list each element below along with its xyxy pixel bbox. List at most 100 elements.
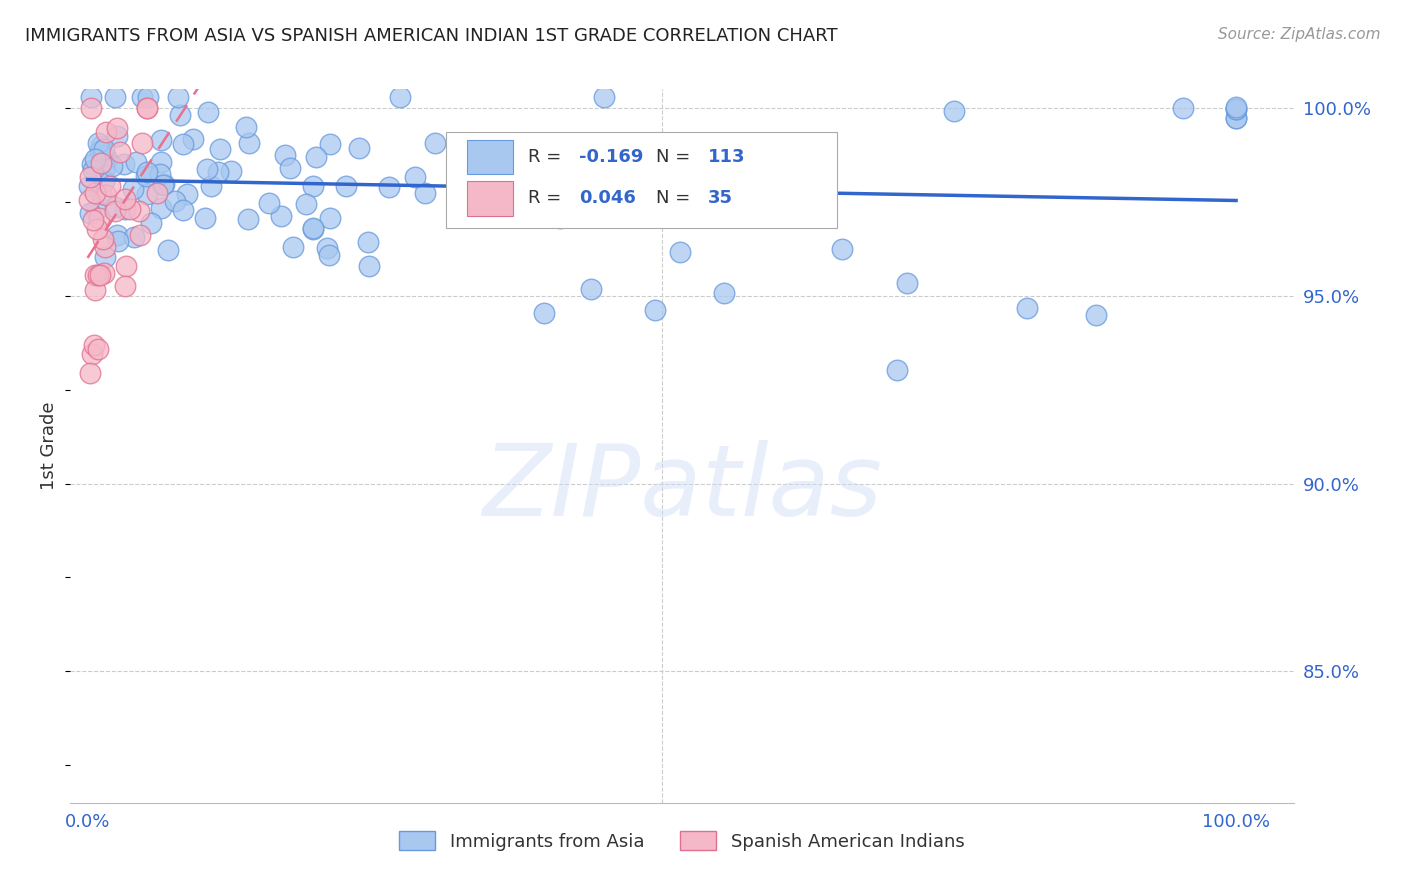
Point <box>79 169 101 184</box>
Point <box>114 279 136 293</box>
Point <box>152 178 174 193</box>
Point <box>93 162 115 177</box>
Point <box>183 132 205 146</box>
Point <box>128 204 150 219</box>
Text: Source: ZipAtlas.com: Source: ZipAtlas.com <box>1218 27 1381 42</box>
Point <box>94 250 117 264</box>
Text: N =: N = <box>657 148 696 166</box>
Point <box>79 367 101 381</box>
Point <box>82 163 104 178</box>
Point <box>135 169 157 183</box>
Point <box>533 306 555 320</box>
Point <box>359 260 381 274</box>
Point <box>1225 102 1247 116</box>
Point <box>166 89 188 103</box>
Point <box>896 277 918 291</box>
Point <box>200 178 222 193</box>
Point <box>172 136 194 151</box>
Point <box>238 136 260 150</box>
Point <box>1225 112 1247 126</box>
Point <box>114 260 136 274</box>
Point <box>136 101 159 115</box>
Point <box>169 108 191 122</box>
Point <box>157 243 180 257</box>
Point <box>149 167 172 181</box>
Point <box>942 103 965 118</box>
Point <box>77 178 100 193</box>
Point <box>145 186 167 200</box>
Point <box>136 89 159 103</box>
Point <box>79 206 101 220</box>
Point <box>302 222 325 236</box>
Point <box>96 152 118 166</box>
Point <box>139 216 162 230</box>
Point <box>357 235 380 249</box>
Point <box>1225 100 1247 114</box>
Point <box>378 180 401 194</box>
Point <box>114 202 136 216</box>
Point <box>209 142 232 156</box>
Point <box>100 159 122 173</box>
Text: 35: 35 <box>707 189 733 207</box>
Point <box>510 139 533 153</box>
Point <box>548 211 571 226</box>
Point <box>82 347 104 361</box>
Point <box>149 133 172 147</box>
Point <box>1017 301 1039 316</box>
Point <box>94 239 117 253</box>
Point <box>105 120 128 135</box>
Point <box>87 268 110 282</box>
Point <box>90 139 112 153</box>
Point <box>89 145 111 159</box>
Point <box>150 201 173 215</box>
Point <box>415 186 437 201</box>
Text: N =: N = <box>657 189 696 207</box>
Point <box>278 161 301 175</box>
Point <box>163 194 186 208</box>
Point <box>794 196 817 211</box>
Point <box>87 211 110 225</box>
Point <box>219 164 242 178</box>
Point <box>555 178 578 192</box>
Point <box>305 150 328 164</box>
Legend: Immigrants from Asia, Spanish American Indians: Immigrants from Asia, Spanish American I… <box>392 824 972 858</box>
Point <box>665 177 688 191</box>
Text: R =: R = <box>527 148 567 166</box>
Point <box>91 149 114 163</box>
Point <box>270 209 292 223</box>
Point <box>93 232 115 246</box>
Point <box>456 169 478 184</box>
Point <box>152 177 174 191</box>
Point <box>831 242 853 256</box>
Point <box>80 89 103 103</box>
Point <box>1225 111 1247 125</box>
Point <box>131 89 153 103</box>
Point <box>579 282 602 296</box>
Point <box>83 186 105 200</box>
Point <box>110 145 132 159</box>
Point <box>105 128 128 143</box>
Point <box>423 136 446 151</box>
FancyBboxPatch shape <box>467 181 513 216</box>
Point <box>93 266 115 280</box>
Point <box>499 136 522 151</box>
Point <box>98 178 121 193</box>
Point <box>120 202 142 216</box>
Point <box>89 268 111 283</box>
Point <box>107 235 129 249</box>
Point <box>318 248 340 262</box>
FancyBboxPatch shape <box>467 140 513 174</box>
Y-axis label: 1st Grade: 1st Grade <box>41 401 59 491</box>
Point <box>404 170 426 185</box>
Text: ZIPatlas: ZIPatlas <box>482 441 882 537</box>
Point <box>319 136 342 151</box>
Point <box>1084 309 1107 323</box>
Point <box>114 192 136 206</box>
Point <box>104 204 127 219</box>
Point <box>527 136 550 150</box>
Point <box>104 89 127 103</box>
Point <box>87 136 110 150</box>
Point <box>87 342 110 356</box>
Point <box>318 211 340 226</box>
Point <box>510 176 533 190</box>
